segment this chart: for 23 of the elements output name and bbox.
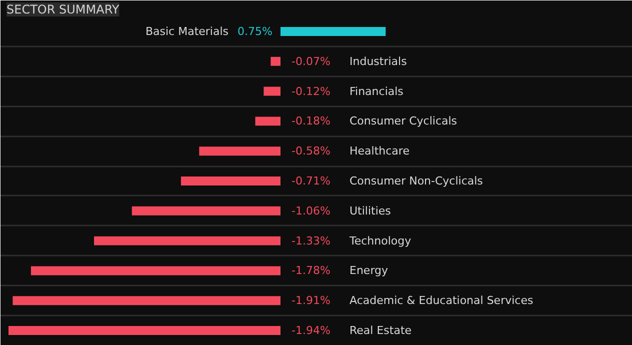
data-label: -1.94% [292, 324, 330, 338]
data-label: -1.33% [292, 234, 330, 248]
y-tick-label: Healthcare [350, 144, 410, 158]
y-tick-label: Utilities [350, 204, 392, 218]
chart-title: SECTOR SUMMARY [6, 2, 120, 16]
y-tick-label: Real Estate [350, 324, 412, 338]
y-tick-label: Basic Materials [145, 24, 229, 38]
data-label: -0.58% [292, 144, 330, 158]
y-tick-label: Consumer Non-Cyclicals [350, 174, 484, 188]
data-label: -0.12% [292, 84, 330, 98]
data-label: -0.71% [292, 174, 330, 188]
y-tick-label: Technology [348, 234, 412, 248]
data-label: -1.78% [292, 264, 330, 278]
data-label: -0.18% [292, 114, 330, 128]
data-label: -0.07% [292, 54, 330, 68]
y-tick-label: Energy [350, 264, 388, 278]
data-label: 0.75% [238, 24, 273, 38]
data-label: -1.06% [292, 204, 330, 218]
y-tick-label: Financials [350, 84, 404, 98]
y-tick-label: Academic & Educational Services [350, 294, 534, 308]
y-tick-label: Consumer Cyclicals [350, 114, 458, 128]
y-tick-label: Industrials [350, 54, 408, 68]
data-label: -1.91% [292, 294, 330, 308]
